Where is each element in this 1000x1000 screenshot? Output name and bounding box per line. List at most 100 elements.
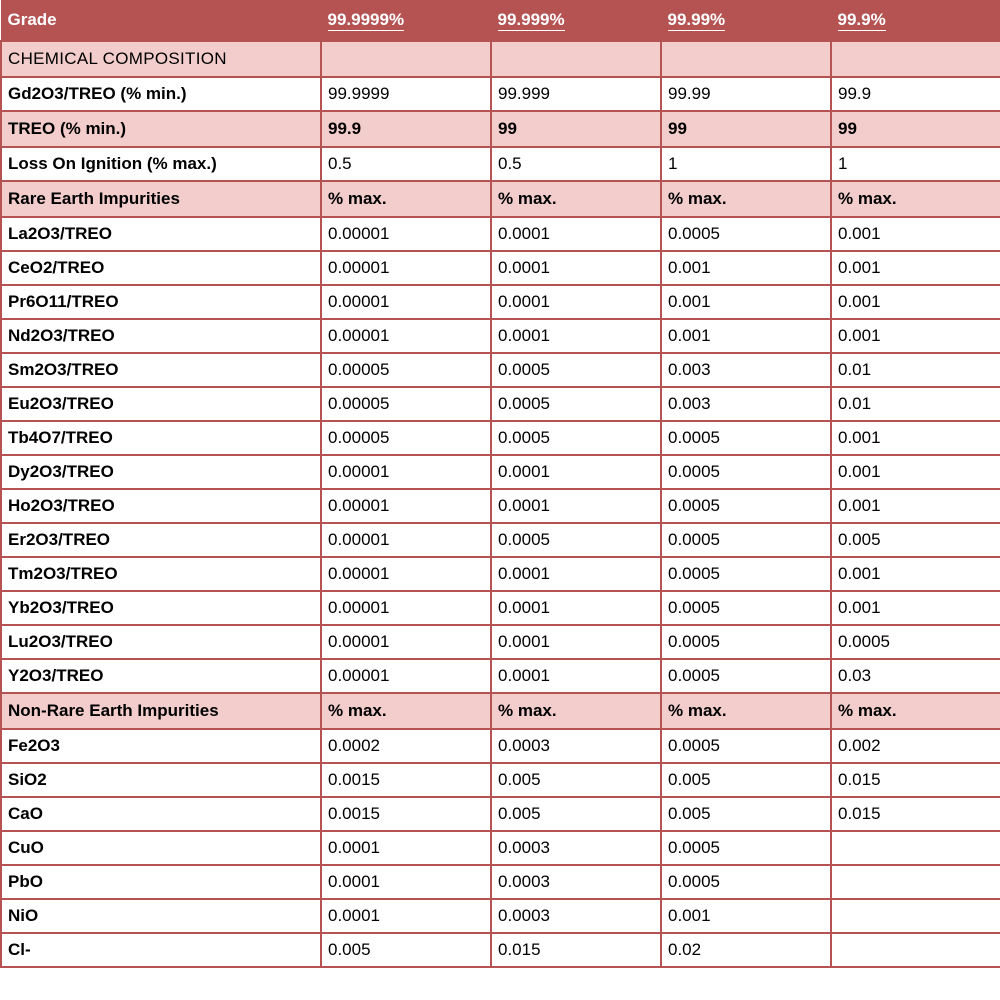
row-label: Eu2O3/TREO [1,387,321,421]
row-value: 0.0001 [321,865,491,899]
row-value [831,899,1000,933]
row-value: 0.0001 [491,625,661,659]
grade-header-cell: 99.999% [491,1,661,41]
table-row: SiO20.00150.0050.0050.015 [1,763,1000,797]
row-value: 0.005 [661,763,831,797]
table-row: Y2O3/TREO0.000010.00010.00050.03 [1,659,1000,693]
row-value: 0.001 [831,251,1000,285]
row-value: 0.0005 [661,455,831,489]
section-title: Rare Earth Impurities [1,181,321,217]
row-label: CeO2/TREO [1,251,321,285]
row-value: 0.0001 [491,217,661,251]
table-row: Sm2O3/TREO0.000050.00050.0030.01 [1,353,1000,387]
row-value: 0.001 [661,285,831,319]
table-row: CuO0.00010.00030.0005 [1,831,1000,865]
table-row: Gd2O3/TREO (% min.)99.999999.99999.9999.… [1,77,1000,111]
row-value: 0.0005 [661,591,831,625]
table-row: Er2O3/TREO0.000010.00050.00050.005 [1,523,1000,557]
row-label: SiO2 [1,763,321,797]
table-row: TREO (% min.)99.9999999 [1,111,1000,147]
row-value [831,933,1000,967]
row-label: Fe2O3 [1,729,321,763]
section-sub-header [321,41,491,77]
row-value: 0.01 [831,353,1000,387]
table-row: Cl-0.0050.0150.02 [1,933,1000,967]
section-header: CHEMICAL COMPOSITION [1,41,1000,77]
row-value: 0.001 [831,285,1000,319]
row-label: Gd2O3/TREO (% min.) [1,77,321,111]
row-value: 0.001 [661,319,831,353]
row-value: 0.0001 [491,591,661,625]
section-sub-header: % max. [661,181,831,217]
row-value: 0.00001 [321,625,491,659]
row-value: 99.9 [831,77,1000,111]
row-value: 1 [661,147,831,181]
section-sub-header [831,41,1000,77]
row-value: 99 [831,111,1000,147]
row-value: 0.015 [831,797,1000,831]
row-value: 0.005 [831,523,1000,557]
section-title: CHEMICAL COMPOSITION [1,41,321,77]
row-value: 0.00001 [321,319,491,353]
row-label: PbO [1,865,321,899]
table-row: La2O3/TREO0.000010.00010.00050.001 [1,217,1000,251]
section-sub-header: % max. [831,181,1000,217]
row-value: 0.005 [321,933,491,967]
row-value: 99.9999 [321,77,491,111]
grade-header-cell: 99.9999% [321,1,491,41]
row-value: 0.0005 [661,831,831,865]
row-value: 0.001 [831,455,1000,489]
row-value: 0.001 [661,251,831,285]
row-label: Ho2O3/TREO [1,489,321,523]
row-value: 0.00001 [321,557,491,591]
table-row: Fe2O30.00020.00030.00050.002 [1,729,1000,763]
row-value: 0.003 [661,353,831,387]
row-value: 0.015 [491,933,661,967]
row-value: 0.00005 [321,387,491,421]
section-sub-header: % max. [661,693,831,729]
row-value [831,865,1000,899]
section-sub-header: % max. [491,181,661,217]
row-value: 1 [831,147,1000,181]
row-label: Sm2O3/TREO [1,353,321,387]
row-value: 0.0005 [661,557,831,591]
row-label: Pr6O11/TREO [1,285,321,319]
row-value: 0.00005 [321,421,491,455]
row-value: 0.00001 [321,489,491,523]
row-value: 0.0005 [491,353,661,387]
row-value: 0.0001 [491,285,661,319]
row-value: 0.001 [831,421,1000,455]
row-value: 0.0002 [321,729,491,763]
row-value: 0.01 [831,387,1000,421]
row-value: 0.0005 [661,489,831,523]
section-sub-header: % max. [491,693,661,729]
row-value: 0.0015 [321,763,491,797]
row-label: CuO [1,831,321,865]
row-label: Yb2O3/TREO [1,591,321,625]
row-label: Cl- [1,933,321,967]
row-value: 99.99 [661,77,831,111]
row-value: 0.0001 [491,489,661,523]
table-row: CaO0.00150.0050.0050.015 [1,797,1000,831]
row-label: Lu2O3/TREO [1,625,321,659]
row-value: 0.00001 [321,659,491,693]
row-value: 0.0005 [491,421,661,455]
row-value: 0.0001 [321,831,491,865]
grade-header: 99.99% [668,10,726,31]
row-value: 0.5 [321,147,491,181]
grade-header: 99.9999% [328,10,405,31]
row-label: Loss On Ignition (% max.) [1,147,321,181]
section-sub-header: % max. [321,181,491,217]
row-label: NiO [1,899,321,933]
row-value: 0.001 [831,319,1000,353]
row-label: Tm2O3/TREO [1,557,321,591]
section-header: Non-Rare Earth Impurities% max.% max.% m… [1,693,1000,729]
row-value: 0.0005 [491,523,661,557]
row-value: 0.0015 [321,797,491,831]
row-value: 0.0005 [661,659,831,693]
row-value: 0.0001 [321,899,491,933]
table-row: Tb4O7/TREO0.000050.00050.00050.001 [1,421,1000,455]
row-value: 0.005 [491,763,661,797]
row-label: Tb4O7/TREO [1,421,321,455]
row-value: 0.0001 [491,659,661,693]
